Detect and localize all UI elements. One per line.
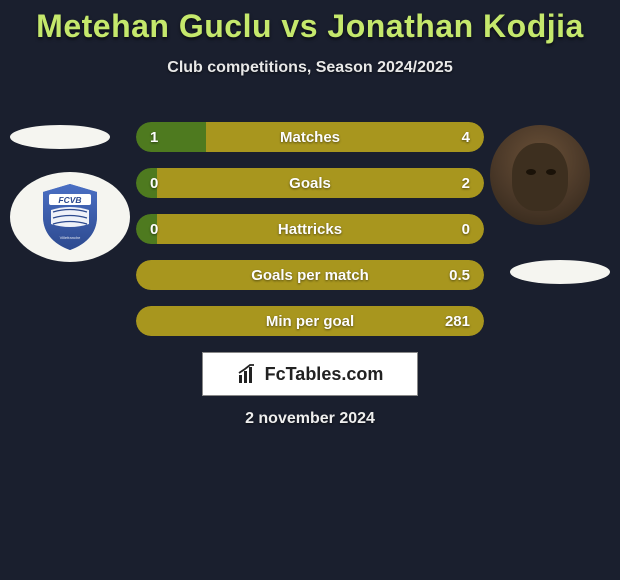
infographic-root: Metehan Guclu vs Jonathan Kodjia Club co… [0, 0, 620, 580]
date-text: 2 november 2024 [0, 410, 620, 428]
stat-value-left: 1 [150, 129, 158, 146]
stats-block: Matches14Goals02Hattricks00Goals per mat… [136, 122, 484, 352]
shield-icon: FCVB Villefranche [39, 182, 101, 252]
face-icon [512, 143, 568, 211]
stat-value-right: 0.5 [449, 267, 470, 284]
stat-row: Matches1 4 [136, 122, 484, 152]
player-left-club-badge: FCVB Villefranche [10, 172, 130, 262]
stat-label: Min per goal [136, 313, 484, 330]
player-left-ellipse [10, 125, 110, 149]
stat-label: Goals [136, 175, 484, 192]
page-subtitle: Club competitions, Season 2024/2025 [0, 59, 620, 77]
stat-label: Matches [136, 129, 484, 146]
svg-text:FCVB: FCVB [58, 195, 81, 205]
stat-value-right: 2 [462, 175, 470, 192]
face-icon [546, 169, 556, 175]
stat-row: Goals0 2 [136, 168, 484, 198]
player-right-ellipse [510, 260, 610, 284]
stat-row: Hattricks0 0 [136, 214, 484, 244]
stat-label: Hattricks [136, 221, 484, 238]
branding-badge: FcTables.com [202, 352, 418, 396]
stat-row: Goals per match0.5 [136, 260, 484, 290]
stat-row: Min per goal281 [136, 306, 484, 336]
stat-value-right: 0 [462, 221, 470, 238]
face-icon [526, 169, 536, 175]
stat-value-left: 0 [150, 175, 158, 192]
stat-label: Goals per match [136, 267, 484, 284]
bars-icon [237, 363, 259, 385]
player-right-avatar [490, 125, 590, 225]
branding-text: FcTables.com [265, 364, 384, 385]
stat-value-right: 281 [445, 313, 470, 330]
page-title: Metehan Guclu vs Jonathan Kodjia [0, 0, 620, 45]
svg-text:Villefranche: Villefranche [60, 235, 82, 240]
stat-value-right: 4 [462, 129, 470, 146]
stat-value-left: 0 [150, 221, 158, 238]
